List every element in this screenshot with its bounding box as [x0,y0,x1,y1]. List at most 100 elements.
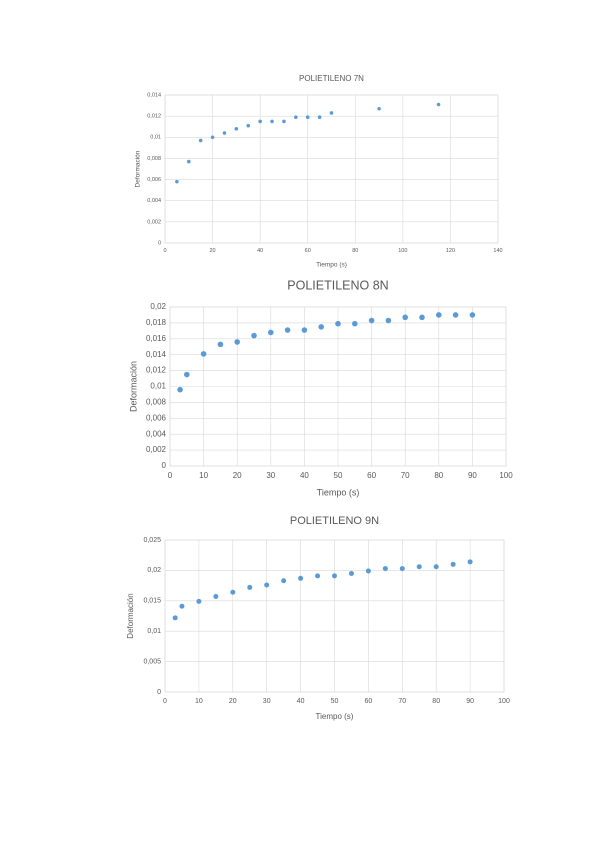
x-tick-label: 0 [168,471,173,480]
y-axis-label: Deformación [135,150,142,187]
x-tick-label: 10 [195,698,203,705]
data-point [210,135,215,140]
x-tick-label: 140 [493,248,502,254]
x-tick-label: 60 [367,471,376,480]
data-point [177,386,183,393]
data-point [284,327,291,333]
x-tick-label: 80 [432,698,440,705]
chart: POLIETILENO 8N 0 0,002 0,004 0,006 0,008 0,01 0… [128,278,513,497]
x-tick-label: 20 [210,248,216,254]
data-point [175,179,179,184]
y-tick-label: 0,004 [146,429,167,438]
x-tick-label: 100 [498,698,510,705]
data-point [234,339,240,345]
x-tick-label: 20 [229,698,237,705]
data-point [264,582,270,588]
x-tick-label: 60 [305,248,311,254]
data-point [452,312,459,318]
y-tick-label: 0,014 [146,350,167,359]
data-point [246,123,251,128]
data-point [200,351,207,357]
data-point [251,332,257,339]
x-tick-label: 30 [266,471,275,480]
y-tick-label: 0,01 [150,135,161,141]
data-point [217,341,224,348]
data-point [317,115,322,119]
x-tick-label: 0 [163,248,166,254]
x-tick-label: 90 [468,471,477,480]
data-point [352,320,358,327]
data-point [198,138,203,143]
data-point [230,589,236,595]
chart: POLIETILENO 7N 0 0,002 0,004 0,006 0,008 0,01 0… [135,74,503,269]
data-point [247,584,253,590]
y-tick-label: 0 [158,240,161,246]
data-point [298,575,304,581]
chart-title: POLIETILENO 8N [287,278,388,292]
x-tick-label: 20 [233,471,242,480]
x-tick-label: 60 [365,698,373,705]
plot-frame [164,94,499,244]
x-axis-label: Tiempo (s) [316,712,354,721]
x-tick-label: 30 [263,698,271,705]
y-tick-label: 0,01 [150,382,166,391]
y-tick-label: 0 [157,689,161,696]
data-point [305,115,310,119]
data-point [402,314,409,321]
y-tick-label: 0,005 [143,658,161,665]
y-tick-label: 0,025 [143,537,161,544]
y-tick-label: 0,006 [146,413,167,422]
y-tick-label: 0,015 [143,598,161,605]
data-point [301,327,308,333]
data-point [234,127,239,131]
data-point [436,102,441,107]
data-point [184,371,190,378]
x-tick-label: 50 [334,471,343,480]
x-tick-label: 70 [398,698,406,705]
y-tick-label: 0,008 [146,398,167,407]
y-tick-label: 0,02 [147,567,161,574]
data-point [368,317,375,324]
x-axis-label: Tiempo (s) [316,262,347,269]
data-point [469,312,476,318]
y-tick-label: 0,016 [146,334,167,343]
y-axis-label: Deformación [128,361,138,412]
data-point [179,603,185,609]
data-point [186,159,191,164]
data-point [222,131,227,135]
x-tick-label: 100 [398,248,407,254]
y-tick-label: 0,02 [150,302,166,311]
data-point [329,111,334,115]
x-tick-label: 40 [300,471,309,480]
x-tick-label: 80 [352,248,358,254]
data-point [416,564,422,570]
y-tick-label: 0,002 [147,219,161,225]
data-point [399,566,405,572]
x-tick-label: 100 [499,471,513,480]
data-point [433,564,439,570]
y-tick-label: 0,004 [147,198,161,204]
x-tick-label: 80 [434,471,443,480]
data-point [172,615,178,621]
data-point [467,559,473,565]
data-point [213,594,219,600]
chart-title: POLIETILENO 9N [290,515,379,527]
y-tick-label: 0,014 [147,92,161,98]
x-tick-label: 90 [466,698,474,705]
data-point [365,568,371,574]
y-tick-label: 0,018 [146,318,167,327]
y-tick-label: 0,006 [147,177,161,183]
data-point [268,329,274,336]
data-point [270,119,274,124]
x-tick-label: 120 [446,248,455,254]
data-point [377,106,381,111]
y-tick-label: 0,002 [146,445,167,454]
data-point [318,324,325,330]
x-tick-label: 40 [257,248,263,254]
data-point [450,561,456,567]
data-point [196,598,202,604]
data-point [258,119,262,124]
y-axis-label: Deformación [126,593,135,638]
data-point [382,566,388,572]
